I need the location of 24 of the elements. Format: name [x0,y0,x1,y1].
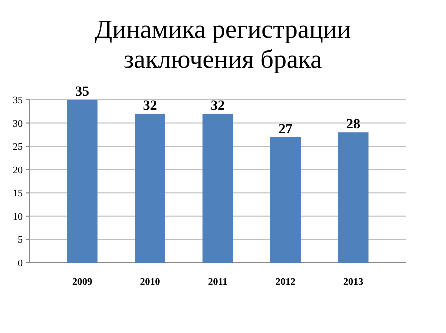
data-label: 32 [211,98,225,114]
y-tick-label: 15 [13,188,23,200]
y-tick-label: 30 [13,118,23,130]
bar [202,114,234,263]
bar [135,114,166,263]
bar [67,100,98,263]
y-tick-label: 10 [13,212,23,223]
bar [338,132,369,263]
x-tick-label: 2009 [72,277,93,288]
x-tick-label: 2012 [276,277,296,288]
y-tick-label: 0 [18,258,23,270]
y-tick-label: 35 [13,96,23,106]
data-label: 28 [346,118,360,133]
bar [270,137,301,263]
y-tick-label: 20 [13,165,23,176]
data-label: 35 [76,85,90,100]
x-tick-label: 2011 [208,277,228,288]
chart-title: Динамика регистрации заключения брака [94,15,352,74]
data-label: 32 [143,98,158,114]
data-label: 27 [278,122,293,138]
x-tick-label: 2013 [343,277,364,288]
y-tick-label: 25 [13,142,23,154]
y-tick-label: 5 [18,235,23,246]
x-tick-label: 2010 [140,277,160,288]
